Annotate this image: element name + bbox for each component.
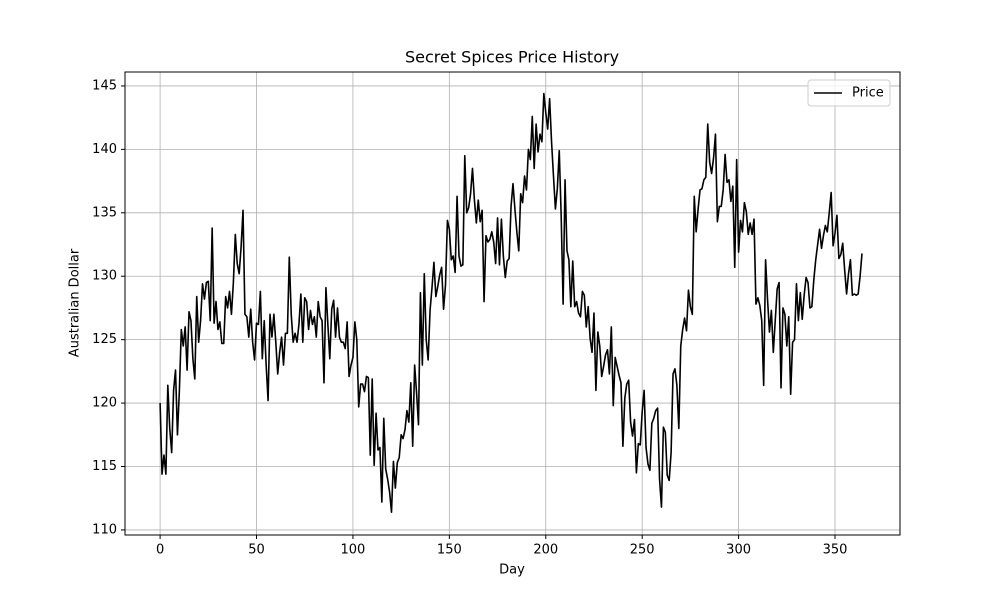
- y-tick-label: 110: [92, 522, 117, 537]
- x-tick-label: 350: [823, 543, 848, 558]
- y-tick-label: 125: [92, 332, 117, 347]
- x-tick-label: 0: [156, 543, 164, 558]
- x-tick-label: 200: [533, 543, 558, 558]
- chart-title: Secret Spices Price History: [405, 48, 619, 67]
- y-tick-label: 145: [92, 78, 117, 93]
- x-tick-label: 250: [630, 543, 655, 558]
- y-tick-label: 120: [92, 396, 117, 411]
- plot-frame: [124, 71, 901, 536]
- y-tick-label: 115: [92, 459, 117, 474]
- line-series: [159, 92, 863, 513]
- x-tick-label: 300: [726, 543, 751, 558]
- x-tick-label: 100: [341, 543, 366, 558]
- legend-box: [807, 79, 891, 107]
- x-axis-label: Day: [499, 563, 525, 578]
- x-tick-label: 150: [437, 543, 462, 558]
- y-axis-label: Australian Dollar: [68, 248, 83, 357]
- y-tick-label: 140: [92, 142, 117, 157]
- legend-label: Price: [852, 86, 884, 101]
- x-tick-label: 50: [248, 543, 265, 558]
- y-tick-label: 135: [92, 205, 117, 220]
- y-tick-label: 130: [92, 269, 117, 284]
